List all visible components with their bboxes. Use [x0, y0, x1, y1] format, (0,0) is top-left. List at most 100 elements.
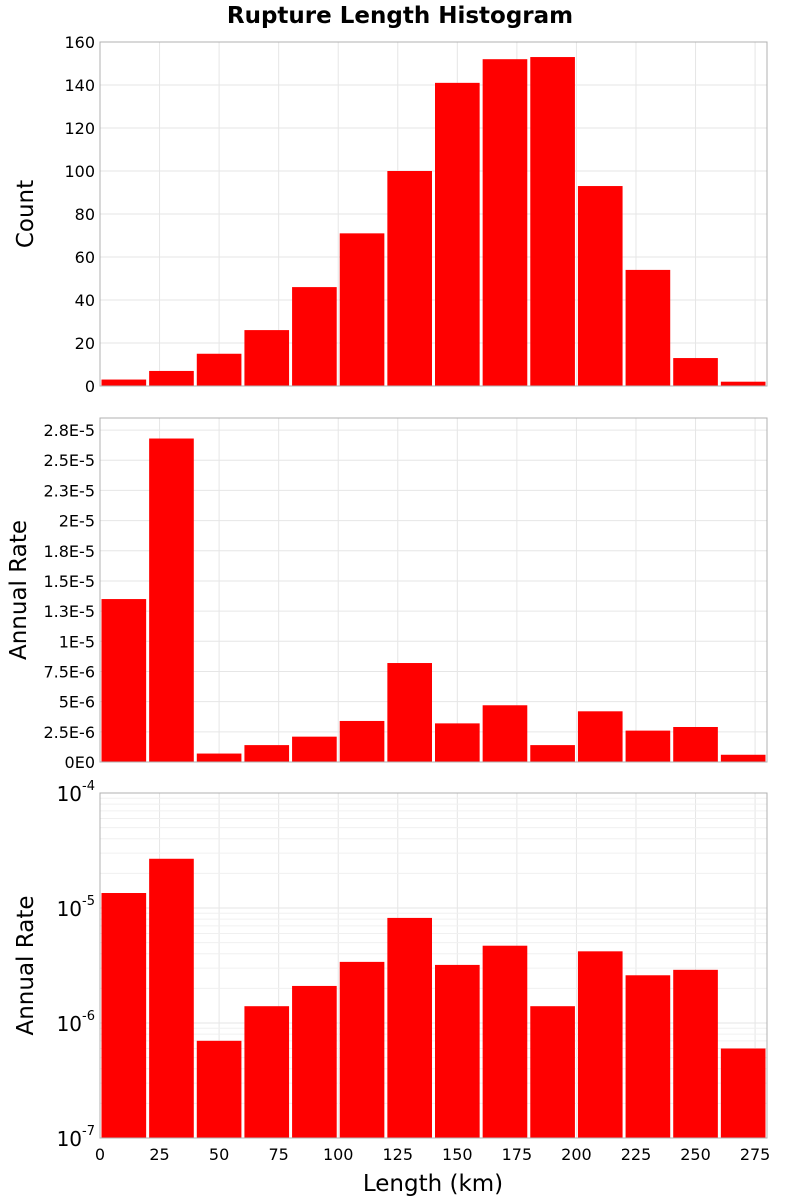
- y-tick-label: 0: [85, 377, 95, 396]
- y-tick-label: 1.5E-5: [43, 572, 95, 591]
- bars: [101, 438, 766, 762]
- bar: [196, 353, 242, 386]
- y-tick-label: 10-4: [57, 779, 95, 806]
- bar: [196, 1040, 242, 1138]
- bar: [625, 730, 671, 762]
- chart-title: Rupture Length Histogram: [227, 3, 573, 29]
- y-tick-label: 2.5E-6: [43, 723, 95, 742]
- bar: [387, 663, 432, 762]
- bar: [149, 858, 194, 1138]
- bar: [720, 754, 766, 762]
- y-tick-label: 5E-6: [59, 693, 95, 712]
- x-tick-label: 175: [502, 1145, 533, 1164]
- x-tick-labels: 0 25 50 75 100 125 150 175 200 225 250 275: [95, 1145, 770, 1164]
- bar: [435, 82, 480, 386]
- plot-frame: [99, 41, 768, 387]
- bar: [292, 287, 337, 386]
- plot-frame: [99, 417, 768, 763]
- gridlines: [99, 418, 767, 763]
- y-axis-label: Annual Rate: [13, 896, 39, 1036]
- bar: [435, 723, 480, 762]
- bar: [339, 961, 385, 1138]
- plot-frame: [99, 792, 768, 1139]
- y-tick-label: 2.8E-5: [43, 421, 95, 440]
- y-tick-label: 1.8E-5: [43, 542, 95, 561]
- bar: [673, 358, 718, 386]
- bar: [101, 599, 147, 762]
- bar: [387, 917, 432, 1138]
- bar: [292, 985, 337, 1138]
- x-tick-label: 125: [382, 1145, 413, 1164]
- bar: [292, 736, 337, 762]
- bar: [196, 753, 242, 762]
- y-tick-labels: 10-7 10-6 10-5 10-4: [57, 779, 95, 1151]
- y-tick-labels: 0E0 2.5E-6 5E-6 7.5E-6 1E-5 1.3E-5 1.5E-5 1.8E-…: [43, 421, 95, 772]
- y-tick-labels: 0 20 40 60 80 100 120 140 160: [64, 33, 95, 396]
- x-tick-label: 200: [561, 1145, 592, 1164]
- bar: [244, 330, 290, 386]
- bar: [149, 370, 194, 386]
- bar: [244, 745, 290, 762]
- x-tick-label: 150: [442, 1145, 473, 1164]
- bar: [673, 726, 718, 762]
- x-tick-label: 275: [740, 1145, 771, 1164]
- y-tick-label: 1E-5: [59, 632, 95, 651]
- x-tick-label: 100: [323, 1145, 354, 1164]
- y-tick-label: 2.3E-5: [43, 481, 95, 500]
- x-tick-label: 50: [209, 1145, 229, 1164]
- chart-panels: 0 20 40 60 80 100 120 140 160 Count 0E0 2.5E-6 5E-6 7…: [6, 33, 770, 1164]
- y-tick-label: 0E0: [65, 753, 95, 772]
- panel-1: 0 20 40 60 80 100 120 140 160 Count: [13, 33, 768, 396]
- bar: [339, 720, 385, 762]
- bar: [339, 233, 385, 386]
- x-tick-label: 250: [680, 1145, 711, 1164]
- bar: [577, 186, 623, 386]
- y-axis-label: Annual Rate: [6, 520, 32, 660]
- bar: [101, 893, 147, 1138]
- y-tick-label: 140: [64, 76, 95, 95]
- bar: [149, 438, 194, 762]
- bar: [577, 951, 623, 1138]
- y-tick-label: 160: [64, 33, 95, 52]
- bar: [673, 969, 718, 1138]
- x-tick-label: 225: [621, 1145, 652, 1164]
- bar: [482, 945, 528, 1138]
- bar: [625, 975, 671, 1138]
- panel-2: 0E0 2.5E-6 5E-6 7.5E-6 1E-5 1.3E-5 1.5E-5 1.8E-…: [6, 417, 768, 772]
- y-axis-label: Count: [13, 180, 39, 248]
- bars: [101, 858, 766, 1138]
- y-tick-label: 2.5E-5: [43, 451, 95, 470]
- y-tick-label: 40: [75, 291, 95, 310]
- y-tick-label: 80: [75, 205, 95, 224]
- x-axis-label: Length (km): [363, 1171, 503, 1197]
- bar: [244, 1006, 290, 1138]
- y-tick-label: 10-6: [57, 1009, 95, 1036]
- bar: [530, 57, 575, 387]
- y-tick-label: 2E-5: [59, 512, 95, 531]
- y-tick-label: 10-5: [57, 894, 95, 921]
- bar: [101, 379, 147, 386]
- bar: [577, 711, 623, 762]
- bar: [720, 1048, 766, 1138]
- bar: [435, 964, 480, 1138]
- y-tick-label: 1.3E-5: [43, 602, 95, 621]
- bar: [482, 59, 528, 386]
- y-tick-label: 100: [64, 162, 95, 181]
- y-tick-label: 7.5E-6: [43, 662, 95, 681]
- x-tick-label: 0: [95, 1145, 105, 1164]
- bar: [530, 1006, 575, 1138]
- y-tick-label: 120: [64, 119, 95, 138]
- bars: [101, 57, 766, 387]
- bar: [530, 745, 575, 762]
- bar: [625, 269, 671, 386]
- y-tick-label: 60: [75, 248, 95, 267]
- bar: [482, 705, 528, 762]
- x-tick-label: 25: [149, 1145, 169, 1164]
- y-tick-label: 10-7: [57, 1124, 95, 1151]
- bar: [387, 171, 432, 386]
- bar: [720, 381, 766, 386]
- x-tick-label: 75: [268, 1145, 288, 1164]
- y-tick-label: 20: [75, 334, 95, 353]
- panel-3: 10-7 10-6 10-5 10-4 Annual Rate 0 25 50 75 100 125…: [13, 779, 770, 1164]
